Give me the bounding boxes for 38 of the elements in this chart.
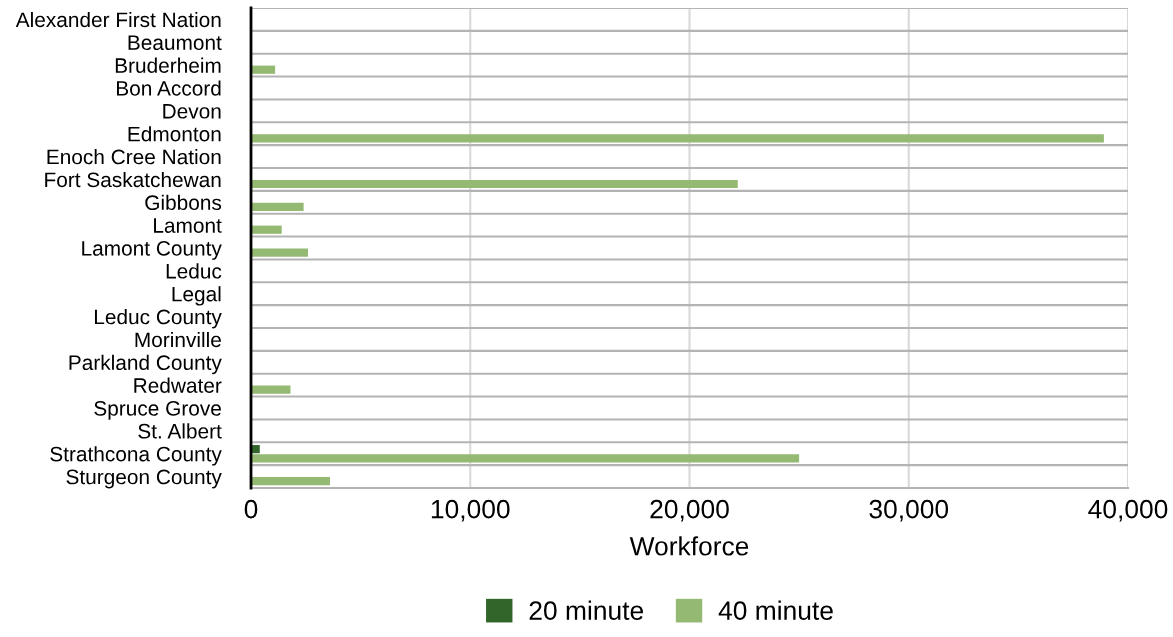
y-tick-label: Devon <box>163 104 221 119</box>
bar <box>251 65 276 74</box>
bar <box>251 248 309 257</box>
y-tick-label: Morinville <box>135 331 221 348</box>
bar <box>251 134 1104 143</box>
bar <box>251 225 282 234</box>
y-tick-label: Lamont <box>154 218 222 233</box>
y-tick-label: Sturgeon County <box>66 469 222 489</box>
y-tick-label: Enoch Cree Nation <box>47 149 221 165</box>
y-tick-label: Strathcona County <box>50 446 222 466</box>
y-tick-label: Lamont County <box>82 241 222 260</box>
legend-label: 20 minute <box>529 600 643 620</box>
y-tick-label: Leduc County <box>94 309 222 329</box>
y-tick-label: Fort Saskatchewan <box>45 171 221 188</box>
y-tick-label: Redwater <box>134 377 222 393</box>
y-tick-label: St. Albert <box>138 423 222 439</box>
x-tick-label: 10,000 <box>431 499 510 522</box>
y-tick-label: Legal <box>172 286 221 306</box>
y-tick-label: Alexander First Nation <box>15 11 221 28</box>
y-tick-label: Edmonton <box>128 126 221 142</box>
bar <box>251 477 330 486</box>
legend-label: 40 minute <box>718 600 833 620</box>
bar <box>251 179 738 189</box>
x-axis-title: Workforce <box>629 536 749 556</box>
bar <box>251 454 800 463</box>
x-tick-label: 20,000 <box>650 499 729 522</box>
x-tick-label: 30,000 <box>869 499 949 522</box>
y-tick-label: Bruderheim <box>115 57 221 73</box>
y-tick-label: Parkland County <box>69 354 222 375</box>
bar <box>251 385 291 394</box>
y-tick-label: Spruce Grove <box>94 401 221 420</box>
y-tick-label: Beaumont <box>128 35 222 51</box>
x-tick-label: 0 <box>244 499 258 519</box>
x-tick-label: 40,000 <box>1088 499 1168 522</box>
bar <box>251 202 304 211</box>
y-tick-label: Bon Accord <box>117 80 221 96</box>
y-tick-label: Leduc <box>166 263 222 279</box>
y-tick-label: Gibbons <box>145 194 222 211</box>
